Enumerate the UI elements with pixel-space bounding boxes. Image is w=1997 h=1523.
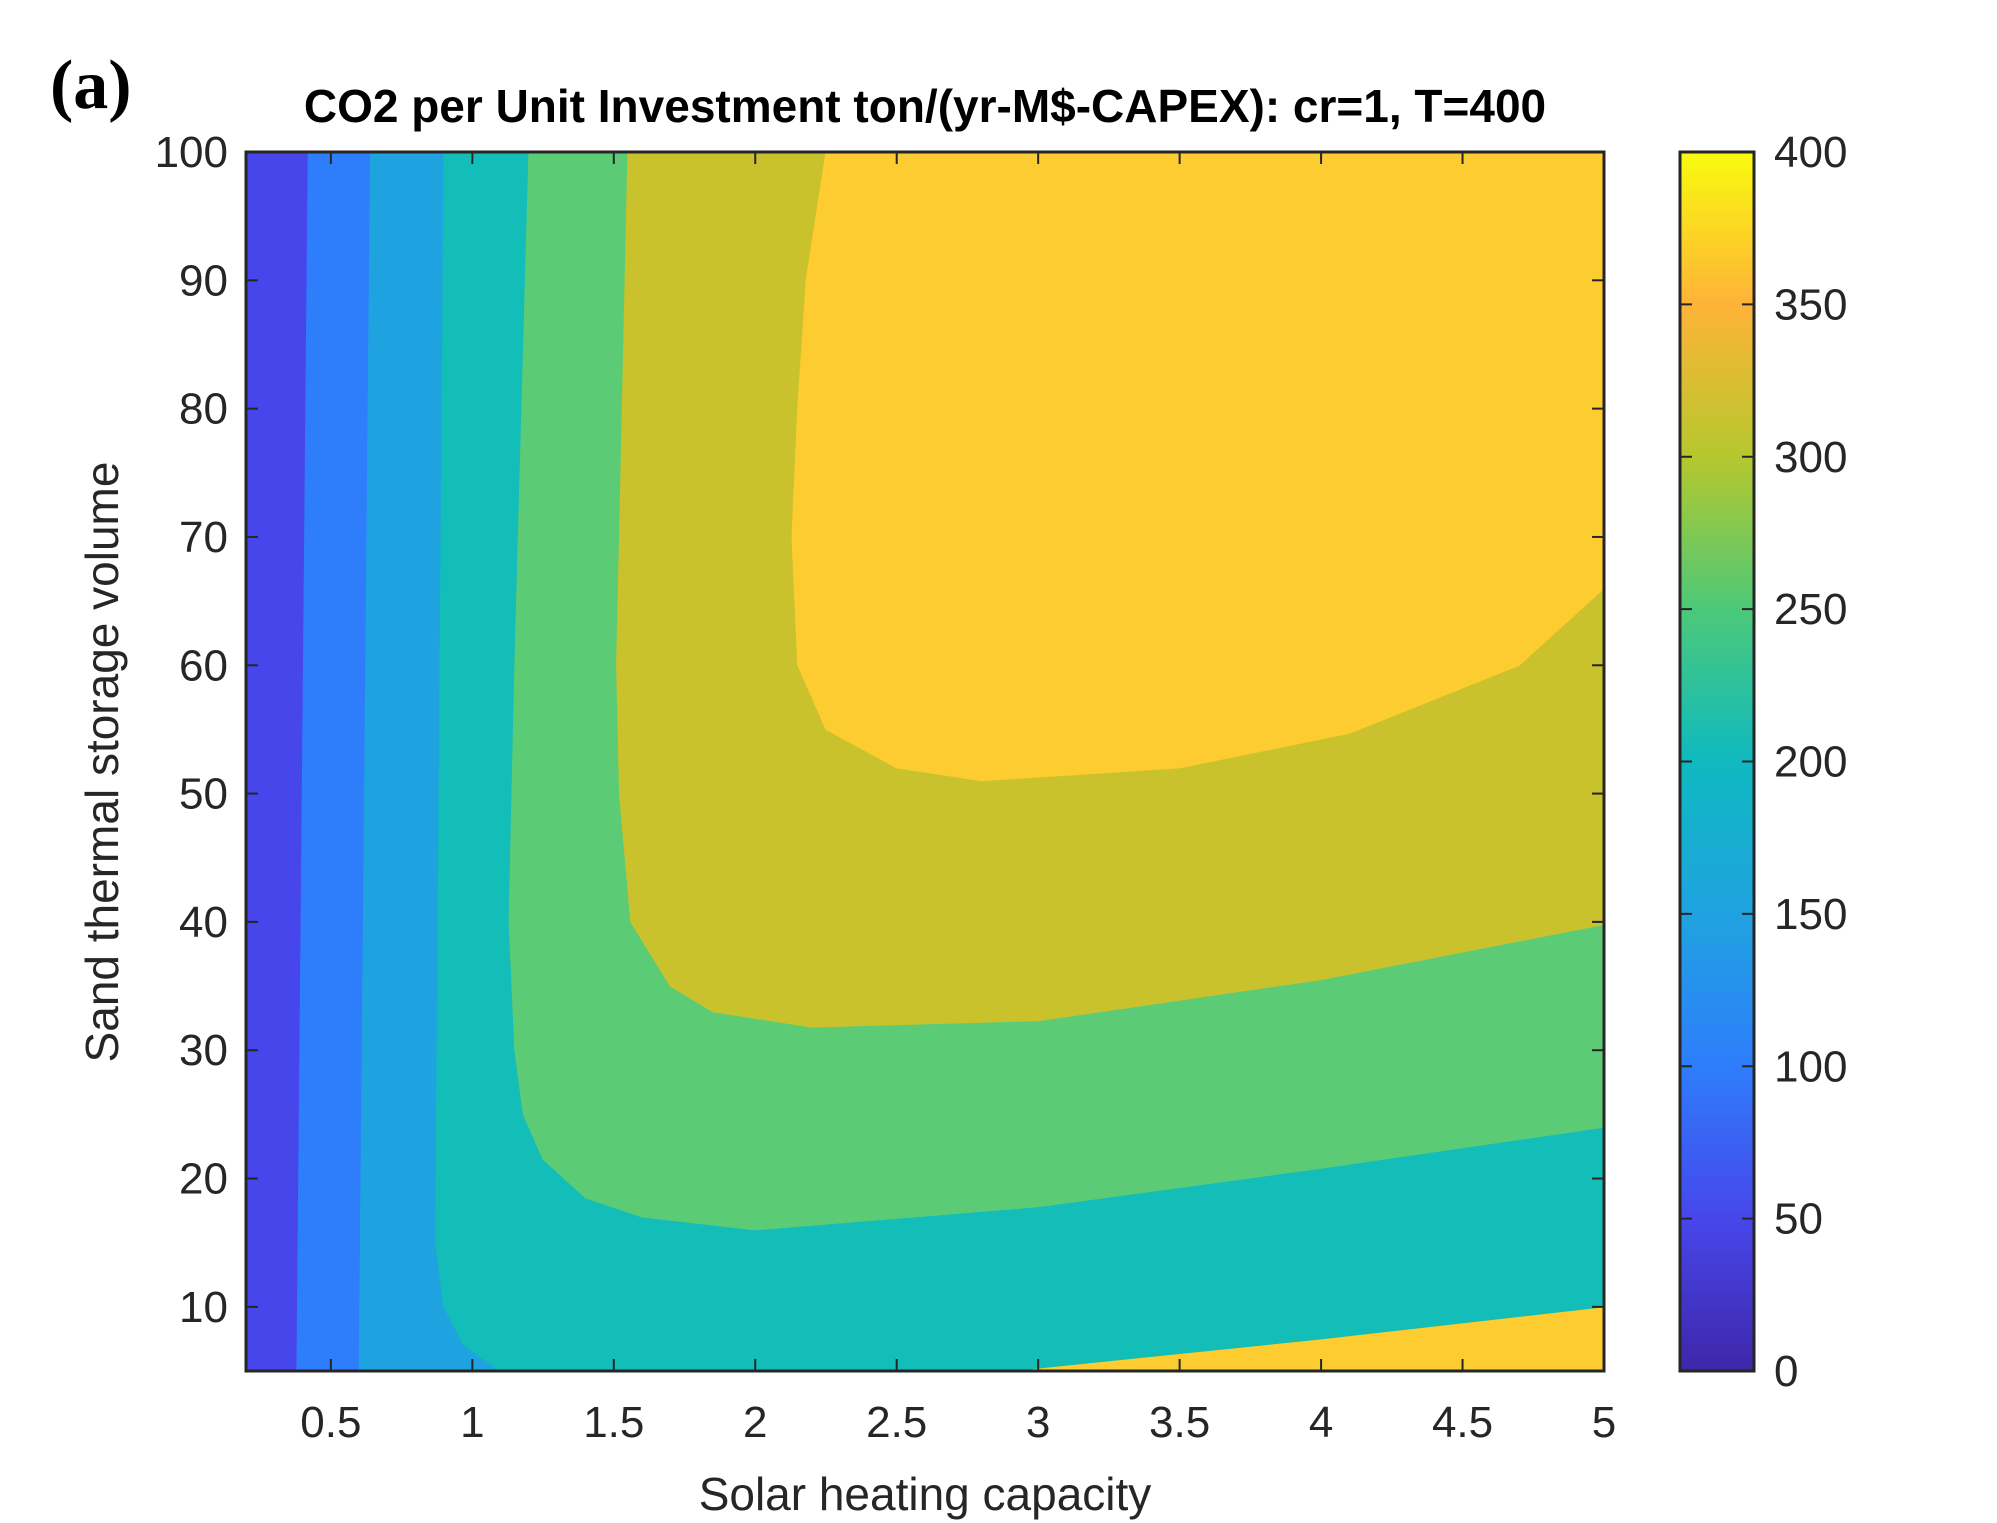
panel-label: (a) — [50, 47, 132, 124]
colorbar-tick-label: 0 — [1774, 1347, 1798, 1396]
colorbar-tick-label: 250 — [1774, 585, 1847, 634]
x-tick-label: 1 — [460, 1398, 484, 1447]
plot-area: 0.5 1 1.5 2 2.5 3 3.5 4 4.5 5 1020304050607080901… — [155, 128, 1617, 1447]
x-tick-label: 3.5 — [1149, 1398, 1210, 1447]
contour-region-6 — [791, 152, 1604, 782]
y-tick-label: 40 — [179, 898, 228, 947]
plot-frame — [244, 150, 1606, 1373]
x-tick-label: 1.5 — [583, 1398, 644, 1447]
x-tick-label: 2 — [743, 1398, 767, 1447]
colorbar-tick-label: 350 — [1774, 280, 1847, 329]
x-tick-label: 4.5 — [1432, 1398, 1493, 1447]
colorbar-tick-label: 300 — [1774, 433, 1847, 482]
x-tick-label: 2.5 — [866, 1398, 927, 1447]
y-tick-label: 90 — [179, 256, 228, 305]
x-tick-label: 5 — [1592, 1398, 1616, 1447]
y-tick-label: 10 — [179, 1283, 228, 1332]
y-tick-label: 60 — [179, 641, 228, 690]
x-tick-label: 3 — [1026, 1398, 1050, 1447]
colorbar-tick-label: 200 — [1774, 738, 1847, 787]
x-tick-label: 4 — [1309, 1398, 1333, 1447]
x-axis-label: Solar heating capacity — [699, 1468, 1152, 1520]
colorbar-tick-label: 50 — [1774, 1195, 1823, 1244]
colorbar: 0 50 100 150 200 250 300 350 400 — [1678, 128, 1847, 1396]
y-tick-label: 100 — [155, 128, 228, 177]
colorbar-ticks: 0 50 100 150 200 250 300 350 400 — [1680, 128, 1847, 1396]
chart-title: CO2 per Unit Investment ton/(yr-M$-CAPEX… — [304, 80, 1546, 132]
colorbar-frame — [1678, 150, 1756, 1373]
y-axis-label: Sand thermal storage volume — [76, 462, 128, 1063]
y-tick-label: 50 — [179, 770, 228, 819]
x-ticks: 0.5 1 1.5 2 2.5 3 3.5 4 4.5 5 — [300, 152, 1616, 1447]
colorbar-gradient — [1680, 152, 1754, 1371]
colorbar-tick-label: 100 — [1774, 1042, 1847, 1091]
colorbar-tick-label: 150 — [1774, 890, 1847, 939]
contour-region-0 — [246, 152, 309, 1371]
contour-region-1 — [296, 152, 372, 1371]
y-tick-label: 30 — [179, 1026, 228, 1075]
x-tick-label: 0.5 — [300, 1398, 361, 1447]
y-tick-label: 70 — [179, 513, 228, 562]
y-tick-label: 20 — [179, 1155, 228, 1204]
y-ticks: 10 20 30 40 50 60 70 80 90 100 — [155, 128, 1604, 1332]
contour-regions — [246, 152, 1604, 1371]
colorbar-tick-label: 400 — [1774, 128, 1847, 177]
y-tick-label: 80 — [179, 385, 228, 434]
